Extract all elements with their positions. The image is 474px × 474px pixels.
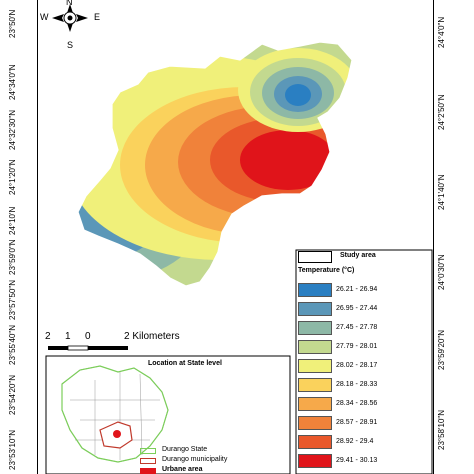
legend-swatch (298, 340, 332, 354)
compass-south-label: S (67, 40, 74, 50)
scale-bar (48, 345, 128, 351)
legend-label: 26.21 - 26.94 (336, 286, 378, 293)
inset-title: Location at State level (148, 360, 222, 367)
legend-label: 26.95 - 27.44 (336, 305, 378, 312)
legend-label: 28.92 - 29.4 (336, 438, 374, 445)
inset-legend-state: Durango State (162, 446, 208, 453)
legend-item: 28.34 - 28.56 (298, 397, 428, 411)
legend-item: 26.95 - 27.44 (298, 302, 428, 316)
legend-label: 29.41 - 30.13 (336, 457, 378, 464)
legend-swatch (298, 283, 332, 297)
legend-label: 27.45 - 27.78 (336, 324, 378, 331)
legend-swatch (298, 302, 332, 316)
inset-legend-municipality-swatch (140, 458, 156, 464)
compass-east-label: E (94, 12, 101, 22)
legend-label: 28.34 - 28.56 (336, 400, 378, 407)
scale-label-2: 2 (45, 331, 51, 342)
legend-item: 28.18 - 28.33 (298, 378, 428, 392)
inset-legend-state-swatch (140, 448, 156, 454)
legend-swatch (298, 397, 332, 411)
inset-legend-urban: Urbane area (162, 466, 203, 473)
legend-label: 28.57 - 28.91 (336, 419, 378, 426)
legend-item: 28.92 - 29.4 (298, 435, 428, 449)
legend-label: 28.02 - 28.17 (336, 362, 378, 369)
scale-label-km: 2 Kilometers (124, 331, 180, 342)
legend-label: 28.18 - 28.33 (336, 381, 378, 388)
legend-item: 27.79 - 28.01 (298, 340, 428, 354)
legend-swatch (298, 416, 332, 430)
legend-frame (295, 249, 433, 474)
legend-title: Temperature (°C) (298, 267, 355, 274)
legend-swatch (298, 378, 332, 392)
north-arrow-icon (52, 4, 88, 32)
scale-label-0: 0 (85, 331, 91, 342)
legend-label: 27.79 - 28.01 (336, 343, 378, 350)
legend-item: 27.45 - 27.78 (298, 321, 428, 335)
inset-legend-municipality: Durango municipality (162, 456, 228, 463)
compass-west-label: W (40, 12, 49, 22)
legend-swatch (298, 435, 332, 449)
study-area-label: Study area (340, 252, 376, 259)
map-frame (37, 0, 434, 474)
legend-swatch (298, 321, 332, 335)
compass-north-label: N (66, 0, 73, 7)
legend-item: 28.57 - 28.91 (298, 416, 428, 430)
scale-label-1: 1 (65, 331, 71, 342)
legend-item: 29.41 - 30.13 (298, 454, 428, 468)
legend-item: 28.02 - 28.17 (298, 359, 428, 373)
study-area-swatch (298, 251, 332, 263)
legend-item: 26.21 - 26.94 (298, 283, 428, 297)
legend-swatch (298, 454, 332, 468)
study-area-boundary (77, 41, 353, 287)
inset-legend-urban-swatch (140, 468, 156, 474)
inset-state-map (61, 365, 169, 463)
legend-swatch (298, 359, 332, 373)
